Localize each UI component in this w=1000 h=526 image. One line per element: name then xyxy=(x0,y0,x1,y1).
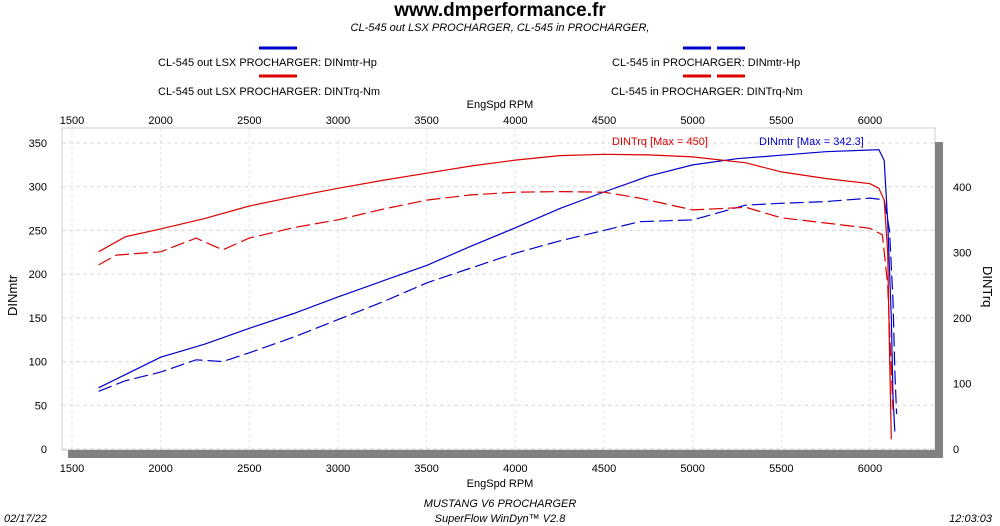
x-tick-label-top: 4500 xyxy=(592,115,616,127)
x-tick-label-bottom: 4500 xyxy=(592,463,616,475)
bottom-axis-bar xyxy=(68,450,943,458)
x-tick-label-bottom: 2500 xyxy=(237,463,261,475)
footer-date: 02/17/22 xyxy=(4,513,47,525)
x-tick-label-bottom: 1500 xyxy=(60,463,84,475)
y-left-tick-label: 200 xyxy=(29,269,47,281)
footer-time: 12:03:03 xyxy=(949,513,992,525)
series-line-1 xyxy=(98,197,898,415)
x-tick-label-top: 2500 xyxy=(237,115,261,127)
y-left-tick-label: 250 xyxy=(29,225,47,237)
x-tick-label-bottom: 3500 xyxy=(414,463,438,475)
y-left-tick-label: 350 xyxy=(29,138,47,150)
y-left-tick-label: 0 xyxy=(41,444,47,456)
x-tick-label-top: 2000 xyxy=(148,115,172,127)
y-right-tick-label: 0 xyxy=(953,444,959,456)
y-axis-left-label: DINmtr xyxy=(5,274,20,316)
x-tick-label-bottom: 6000 xyxy=(858,463,882,475)
y-left-tick-label: 300 xyxy=(29,182,47,194)
x-tick-label-bottom: 4000 xyxy=(503,463,527,475)
y-right-tick-label: 400 xyxy=(953,182,971,194)
x-tick-label-bottom: 5000 xyxy=(680,463,704,475)
y-axis-right-label: DINTrq xyxy=(980,266,995,308)
legend-out-hp: CL-545 out LSX PROCHARGER: DINmtr-Hp xyxy=(158,57,377,69)
x-tick-label-top: 5500 xyxy=(769,115,793,127)
legend-in-trq: CL-545 in PROCHARGER: DINTrq-Nm xyxy=(611,86,803,98)
y-right-tick-label: 100 xyxy=(953,379,971,391)
chart-title: www.dmperformance.fr xyxy=(394,0,606,21)
x-tick-label-bottom: 5500 xyxy=(769,463,793,475)
y-left-tick-label: 100 xyxy=(29,357,47,369)
chart-subtitle: CL-545 out LSX PROCHARGER, CL-545 in PRO… xyxy=(350,22,650,34)
y-left-tick-label: 50 xyxy=(35,400,47,412)
x-tick-label-top: 3500 xyxy=(414,115,438,127)
right-axis-bar xyxy=(935,142,943,456)
x-tick-label-top: 3000 xyxy=(326,115,350,127)
footer-vehicle: MUSTANG V6 PROCHARGER xyxy=(423,498,577,510)
y-right-tick-label: 200 xyxy=(953,313,971,325)
hp-max-annotation: DINmtr [Max = 342.3] xyxy=(759,136,864,148)
x-tick-label-top: 1500 xyxy=(60,115,84,127)
legend-out-trq: CL-545 out LSX PROCHARGER: DINTrq-Nm xyxy=(158,86,381,98)
x-axis-label-top: EngSpd RPM xyxy=(466,99,534,111)
y-right-tick-label: 300 xyxy=(953,248,971,260)
plot-area xyxy=(61,127,936,451)
legend-in-hp: CL-545 in PROCHARGER: DINmtr-Hp xyxy=(612,57,801,69)
x-tick-label-top: 6000 xyxy=(858,115,882,127)
x-tick-label-top: 5000 xyxy=(680,115,704,127)
y-left-tick-label: 150 xyxy=(29,313,47,325)
series-line-3 xyxy=(98,190,894,410)
x-axis-label-bottom: EngSpd RPM xyxy=(466,478,534,490)
torque-max-annotation: DINTrq [Max = 450] xyxy=(612,136,708,148)
x-tick-label-bottom: 3000 xyxy=(326,463,350,475)
x-tick-label-top: 4000 xyxy=(503,115,527,127)
footer-software: SuperFlow WinDyn™ V2.8 xyxy=(434,513,566,525)
x-tick-label-bottom: 2000 xyxy=(148,463,172,475)
series-line-2 xyxy=(98,153,892,440)
